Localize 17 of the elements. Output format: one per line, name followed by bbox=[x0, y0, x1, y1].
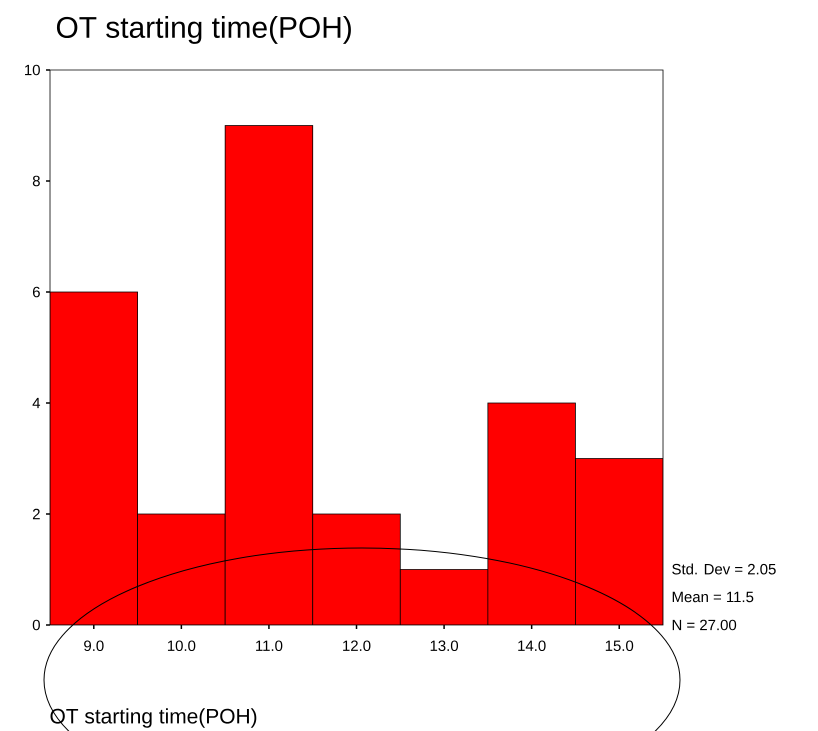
text: Mean = 11.5 bbox=[672, 592, 754, 602]
x-tick-label: 15.0 bbox=[606, 640, 634, 652]
y-tick-label: 10 bbox=[25, 64, 40, 76]
y-tick-label: 0 bbox=[32, 620, 40, 630]
chart-title: OT starting time(POH) bbox=[56, 16, 351, 44]
y-tick-label: 6 bbox=[32, 286, 40, 298]
y-tick-label: 4 bbox=[32, 398, 40, 408]
y-tick-label: 8 bbox=[32, 176, 40, 186]
x-tick-label: 10.0 bbox=[168, 640, 196, 652]
x-tick-label: 9.0 bbox=[84, 640, 104, 652]
x-tick-label: 14.0 bbox=[518, 640, 546, 652]
x-tick-label: 13.0 bbox=[430, 640, 458, 652]
text: N = 27.00 bbox=[672, 620, 736, 630]
y-tick-label: 2 bbox=[32, 508, 40, 520]
x-tick-label: 12.0 bbox=[343, 640, 370, 652]
text: Std. Dev = 2.05 bbox=[672, 564, 776, 574]
x-tick-label: 11.0 bbox=[256, 640, 282, 652]
